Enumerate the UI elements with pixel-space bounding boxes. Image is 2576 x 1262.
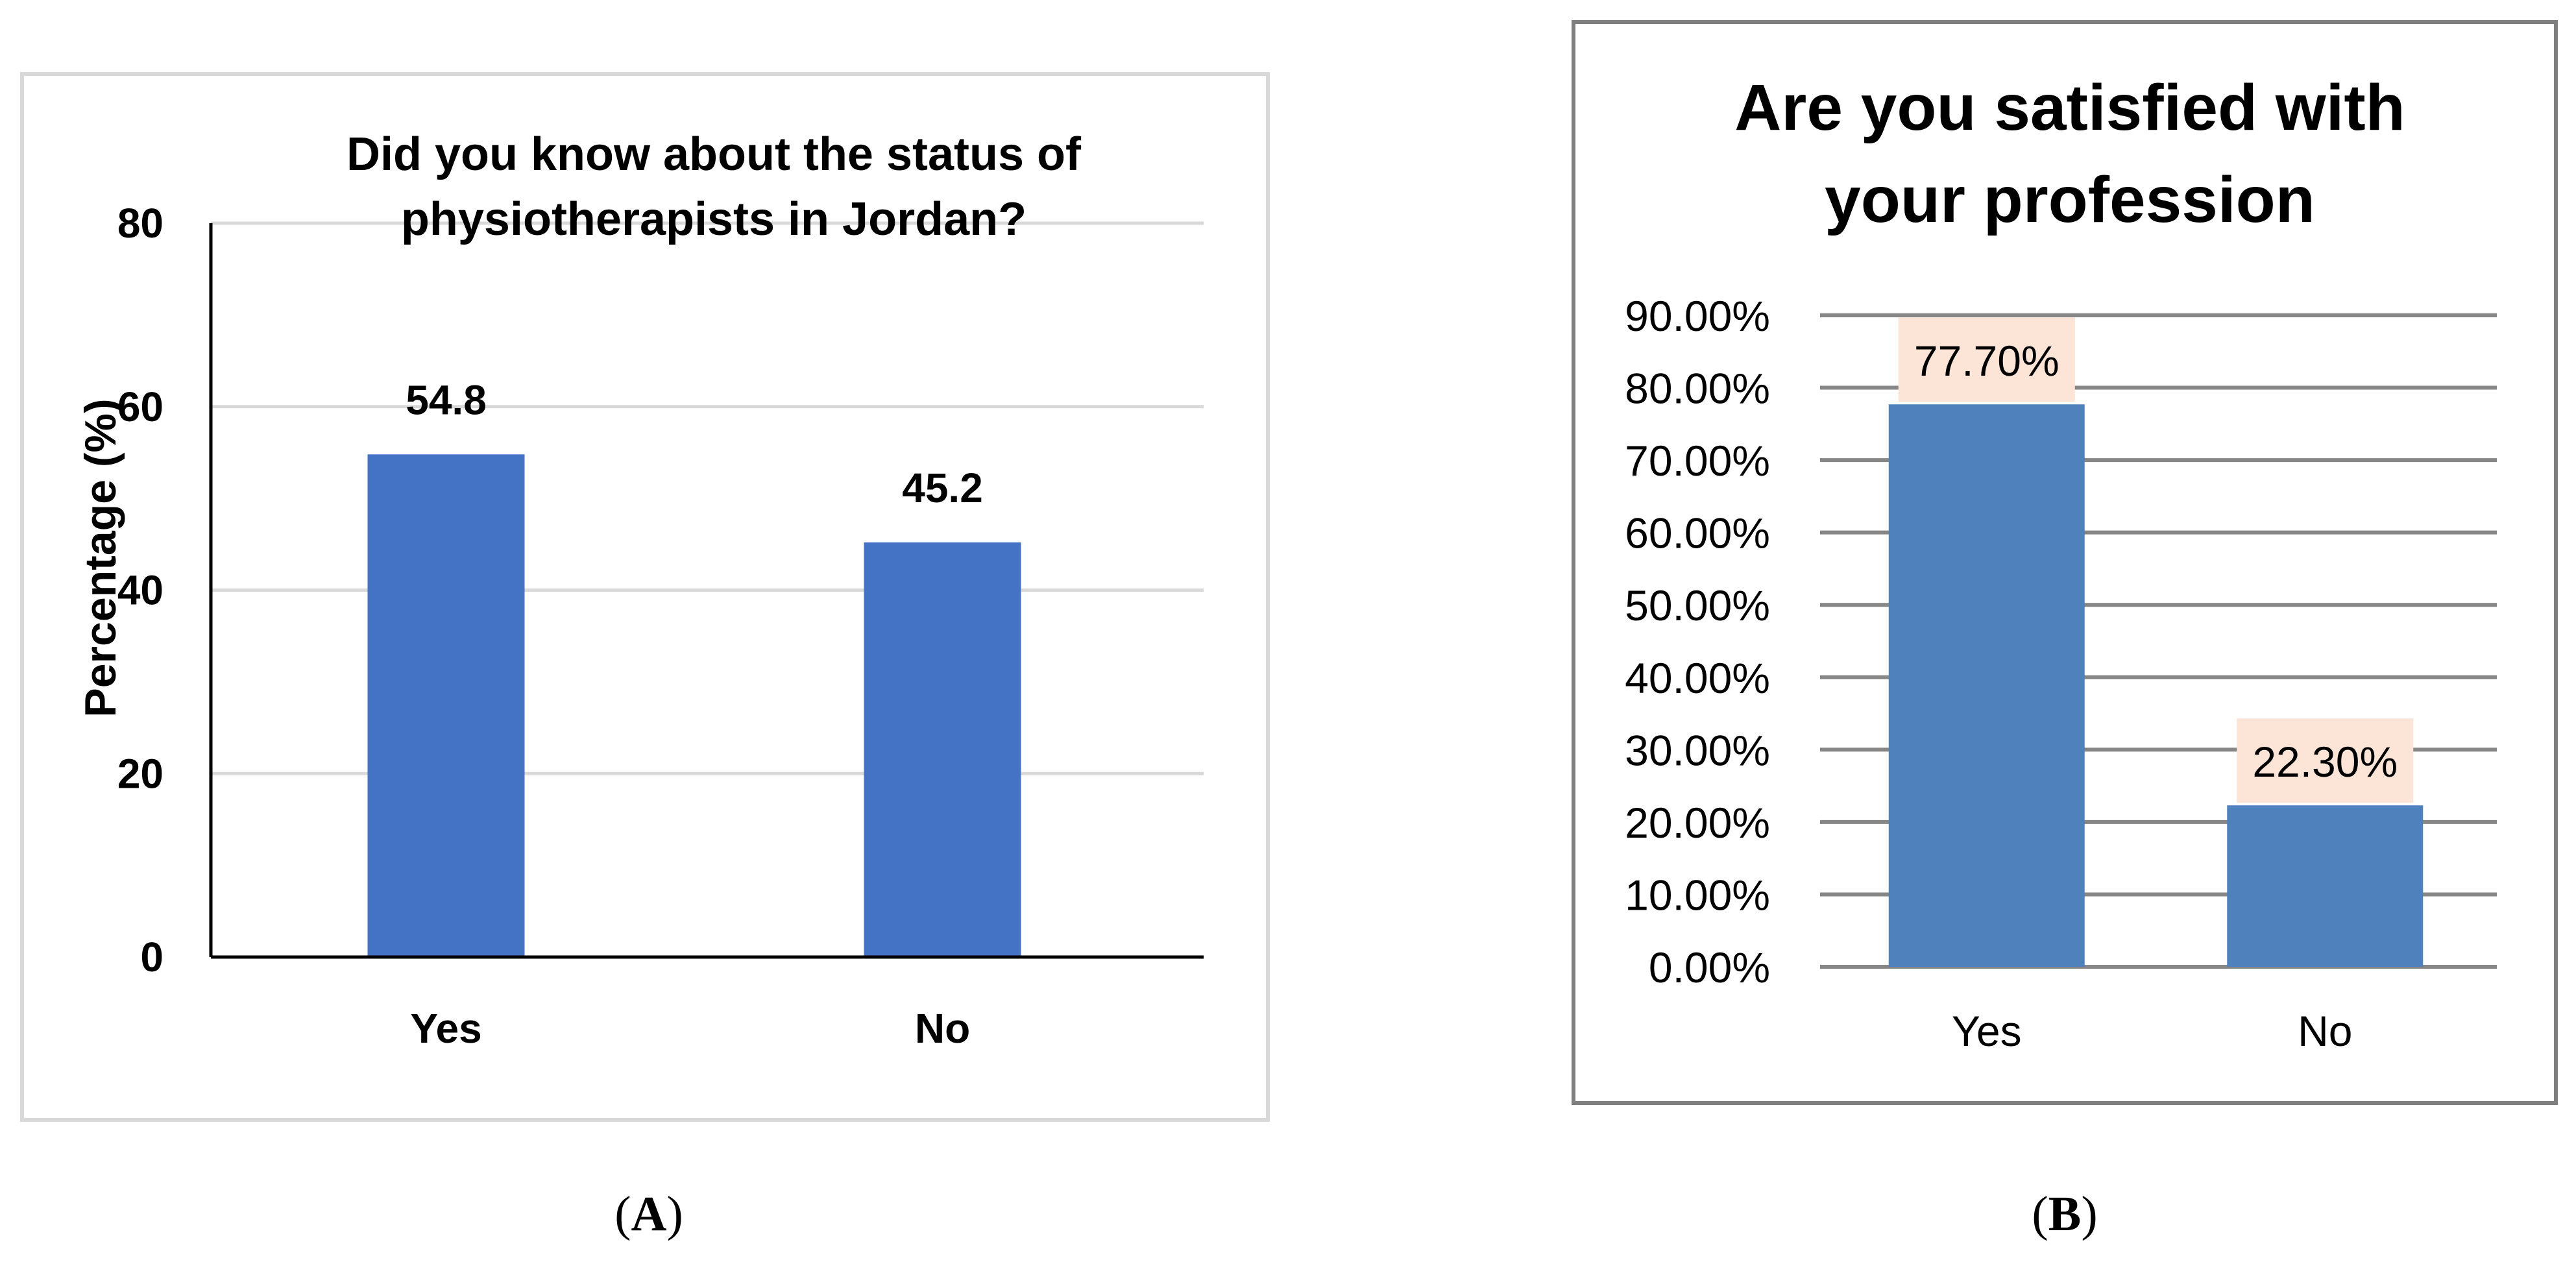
chart-b-data-label: 22.30% xyxy=(2252,738,2398,786)
chart-b-y-tick-label: 30.00% xyxy=(1625,726,1770,774)
chart-a-bar-no xyxy=(864,542,1021,957)
chart-a-y-tick-label: 40 xyxy=(117,567,164,614)
chart-b-y-tick-label: 0.00% xyxy=(1649,943,1770,991)
chart-a-y-axis-label: Percentage (%) xyxy=(76,398,125,717)
chart-a-y-tick-label: 20 xyxy=(117,750,164,797)
chart-a-x-tick-label: No xyxy=(915,1005,970,1052)
chart-b-title-line: Are you satisfied with xyxy=(1734,71,2405,144)
chart-b-x-tick-label: Yes xyxy=(1952,1007,2022,1055)
chart-a-frame xyxy=(20,72,1270,1122)
chart-a-y-tick-label: 80 xyxy=(117,200,164,247)
chart-a-title-line: Did you know about the status of xyxy=(346,128,1082,180)
chart-b-y-tick-label: 50.00% xyxy=(1625,581,1770,629)
chart-b-y-tick-label: 70.00% xyxy=(1625,437,1770,485)
chart-a-y-tick-label: 0 xyxy=(140,934,164,980)
panel-label-a: (A) xyxy=(614,1187,683,1241)
chart-a-data-label: 54.8 xyxy=(406,376,487,423)
chart-b-x-tick-label: No xyxy=(2298,1007,2352,1055)
chart-a-y-tick-label: 60 xyxy=(117,383,164,430)
chart-a-x-tick-label: Yes xyxy=(410,1005,481,1052)
chart-b-y-tick-label: 40.00% xyxy=(1625,654,1770,702)
panel-label-b: (B) xyxy=(2032,1187,2098,1241)
chart-b-bar-no xyxy=(2227,805,2424,967)
chart-b-y-tick-label: 80.00% xyxy=(1625,365,1770,413)
chart-b-y-tick-label: 90.00% xyxy=(1625,292,1770,340)
chart-a-title-line: physiotherapists in Jordan? xyxy=(401,193,1027,245)
chart-b-y-tick-label: 20.00% xyxy=(1625,799,1770,847)
chart-a-data-label: 45.2 xyxy=(902,465,983,511)
chart-a-bar-yes xyxy=(367,454,525,957)
chart-b-title-line: your profession xyxy=(1825,164,2315,236)
chart-b-data-label: 77.70% xyxy=(1914,337,2060,385)
chart-b-bar-yes xyxy=(1888,404,2085,967)
chart-b-y-tick-label: 10.00% xyxy=(1625,871,1770,919)
chart-b-data-label-bg xyxy=(2237,718,2414,803)
chart-b-data-label-bg xyxy=(1898,317,2075,402)
chart-b-y-tick-label: 60.00% xyxy=(1625,509,1770,557)
